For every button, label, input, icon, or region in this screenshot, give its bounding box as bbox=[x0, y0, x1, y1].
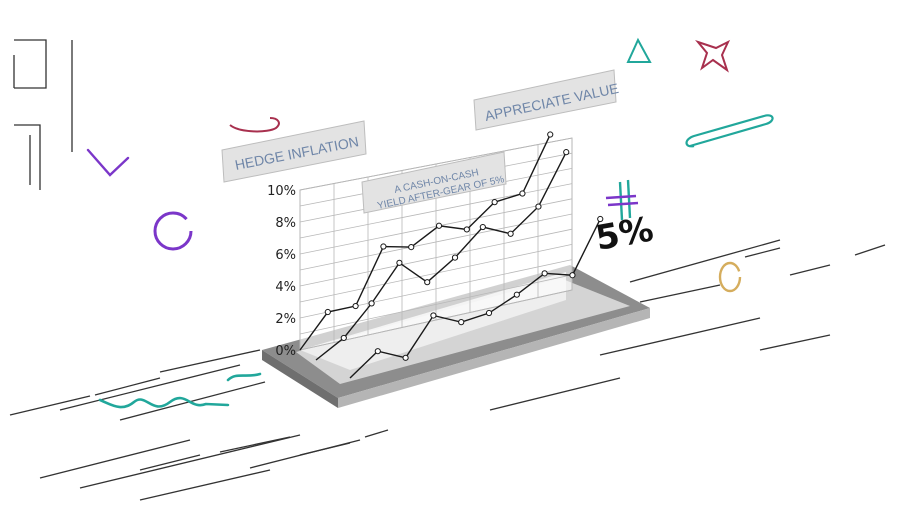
squiggle-icon bbox=[98, 396, 230, 409]
series-point bbox=[368, 300, 375, 307]
hash-sign-icon bbox=[605, 179, 639, 221]
series-point bbox=[597, 215, 604, 223]
series-point bbox=[396, 259, 403, 266]
series-point bbox=[569, 272, 576, 279]
series-point bbox=[479, 223, 486, 231]
series-line bbox=[299, 134, 551, 351]
series-point bbox=[324, 308, 331, 316]
series-point bbox=[541, 270, 548, 277]
series-point bbox=[563, 149, 570, 156]
callout-percentage: 5% bbox=[593, 209, 657, 258]
corner-brackets bbox=[13, 39, 73, 190]
dash-teal-icon bbox=[226, 372, 262, 382]
series-point bbox=[535, 203, 542, 210]
series-point bbox=[507, 230, 514, 237]
paperclip-icon bbox=[229, 117, 280, 133]
y-tick-label: 6% bbox=[275, 248, 296, 263]
series-point bbox=[380, 243, 387, 250]
series-point bbox=[491, 199, 498, 206]
series-point bbox=[513, 291, 520, 298]
triangle-outline-icon bbox=[626, 37, 652, 63]
series-point bbox=[352, 302, 359, 310]
series-point bbox=[519, 190, 526, 197]
series-point bbox=[402, 354, 409, 361]
y-tick-labels: 10% 8% 6% 4% 2% 0% bbox=[267, 184, 296, 359]
y-tick-label: 8% bbox=[275, 216, 296, 231]
series-line bbox=[315, 151, 567, 361]
series-point bbox=[451, 254, 459, 261]
series-point bbox=[374, 348, 381, 355]
y-tick-label: 0% bbox=[275, 344, 296, 359]
series-point bbox=[340, 334, 347, 342]
series-point bbox=[458, 319, 465, 326]
series-point bbox=[430, 312, 437, 319]
series-line bbox=[349, 218, 601, 379]
circle-outline-icon bbox=[153, 211, 193, 251]
paperclip-large-icon bbox=[685, 114, 774, 148]
gold-ring-icon bbox=[718, 261, 742, 293]
sign-appreciate-value: APPRECIATE VALUE bbox=[473, 69, 620, 131]
series-point bbox=[463, 226, 470, 233]
y-tick-label: 10% bbox=[267, 184, 296, 199]
series-point bbox=[408, 244, 415, 251]
y-tick-label: 2% bbox=[275, 312, 296, 327]
chevron-icon bbox=[86, 148, 130, 177]
y-tick-label: 4% bbox=[275, 280, 296, 295]
series-layer bbox=[299, 131, 604, 379]
series-point bbox=[485, 309, 493, 317]
series-point bbox=[547, 131, 554, 138]
series-point bbox=[435, 222, 443, 229]
speed-lines bbox=[9, 239, 886, 501]
series-point bbox=[424, 279, 431, 286]
star-outline-icon bbox=[695, 39, 731, 73]
